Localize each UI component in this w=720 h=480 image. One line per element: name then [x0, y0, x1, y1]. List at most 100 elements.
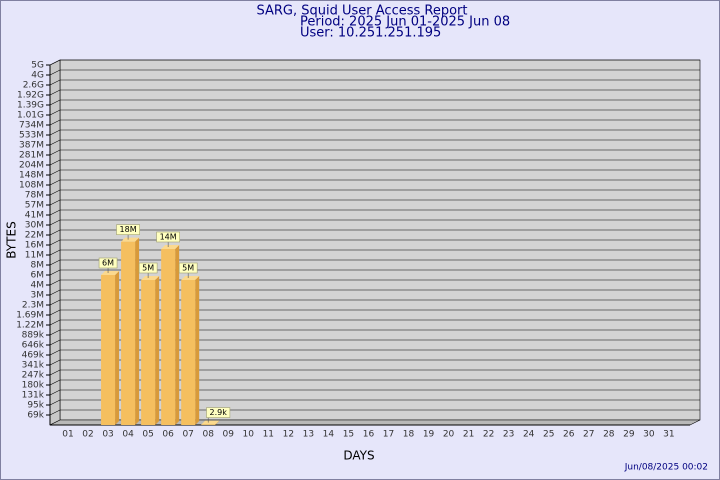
y-tick-label: 41M [25, 211, 44, 221]
bar-side [195, 276, 200, 425]
bar-side [135, 237, 140, 425]
value-label: 6M [102, 259, 114, 268]
grid-line [49, 229, 700, 236]
bar [181, 280, 196, 425]
x-tick-label: 13 [303, 430, 314, 440]
value-label: 18M [120, 225, 137, 234]
bar-top [201, 420, 220, 425]
grid-line [49, 159, 700, 166]
grid-line [49, 89, 700, 96]
bar-top [141, 276, 160, 280]
y-tick-label: 734M [19, 121, 44, 131]
grid-line [49, 259, 700, 266]
x-tick-label: 24 [523, 430, 535, 440]
value-label-box [206, 407, 231, 418]
y-tick-label: 341k [22, 361, 45, 371]
x-tick-label: 04 [122, 430, 134, 440]
chart-subtitle: Period: 2025 Jun 01-2025 Jun 08 [300, 15, 510, 30]
y-tick-label: 1.01G [17, 111, 44, 121]
y-axis-label: BYTES [5, 221, 19, 258]
grid-line [49, 79, 700, 86]
grid-line [49, 129, 700, 136]
x-tick-label: 14 [323, 430, 335, 440]
x-axis-label: DAYS [343, 449, 374, 463]
value-label: 5M [182, 264, 194, 273]
x-tick-label: 29 [623, 430, 635, 440]
grid-line [49, 319, 700, 326]
x-tick-label: 15 [343, 430, 354, 440]
y-tick-label: 69k [27, 411, 44, 421]
x-tick-label: 12 [283, 430, 294, 440]
grid-line [49, 69, 700, 76]
bar-top [121, 237, 140, 242]
bar [121, 241, 136, 425]
bar-side [175, 245, 180, 425]
x-tick-label: 08 [202, 430, 214, 440]
y-tick-label: 469k [22, 351, 45, 361]
grid-line [49, 309, 700, 316]
y-tick-label: 8M [31, 261, 45, 271]
x-tick-label: 18 [403, 430, 415, 440]
x-tick-label: 20 [443, 430, 455, 440]
grid-line [49, 99, 700, 106]
grid-line [49, 59, 700, 66]
y-tick-label: 2.6G [23, 81, 44, 91]
grid-line [49, 199, 700, 206]
grid-line [49, 189, 700, 196]
bar [141, 280, 156, 425]
grid-line [49, 249, 700, 256]
value-label-box [116, 224, 140, 235]
grid-line [49, 119, 700, 126]
x-tick-label: 26 [563, 430, 575, 440]
grid-line [49, 289, 700, 296]
value-label-box [138, 262, 158, 274]
y-tick-label: 95k [27, 401, 44, 411]
y-tick-label: 533M [19, 131, 44, 141]
bar [161, 249, 176, 425]
value-label: 5M [142, 264, 154, 273]
y-tick-label: 148M [19, 171, 44, 181]
grid-line [49, 169, 700, 176]
y-tick-label: 1.92G [17, 91, 44, 101]
y-tick-label: 108M [19, 181, 44, 191]
grid-line [49, 349, 700, 356]
value-label-box [98, 257, 118, 269]
y-tick-label: 22M [25, 231, 44, 241]
value-label-box [178, 262, 198, 274]
grid-line [49, 109, 700, 116]
x-tick-label: 30 [643, 430, 655, 440]
grid-line [49, 179, 700, 186]
grid-line [49, 369, 700, 376]
y-tick-label: 281M [19, 151, 44, 161]
footer: Jun/08/2025 00:02 [624, 463, 708, 473]
x-tick-label: 31 [663, 430, 674, 440]
x-tick-label: 27 [583, 430, 594, 440]
y-tick-label: 1.69M [16, 311, 44, 321]
grid-line [49, 239, 700, 246]
grid-line [49, 329, 700, 336]
x-tick-label: 11 [263, 430, 274, 440]
bar-top [181, 276, 200, 280]
value-label: 2.9k [210, 408, 228, 417]
y-tick-label: 1.22M [16, 321, 44, 331]
y-tick-label: 5G [31, 61, 44, 71]
grid-line [49, 339, 700, 346]
y-tick-label: 889k [22, 331, 45, 341]
y-tick-label: 78M [25, 191, 44, 201]
x-tick-label: 06 [162, 430, 174, 440]
y-tick-label: 3M [31, 291, 45, 301]
bar-top [101, 271, 120, 275]
x-tick-label: 28 [603, 430, 615, 440]
user-label: User: 10.251.251.195 [300, 26, 441, 41]
y-tick-label: 11M [25, 251, 44, 261]
y-tick-label: 4G [31, 71, 44, 81]
y-tick-label: 30M [25, 221, 44, 231]
y-tick-label: 646k [22, 341, 45, 351]
bar-side [115, 271, 120, 425]
value-label: 14M [160, 233, 177, 242]
y-tick-label: 16M [25, 241, 44, 251]
y-tick-label: 57M [25, 201, 44, 211]
y-tick-label: 204M [19, 161, 44, 171]
grid-line [49, 359, 700, 366]
